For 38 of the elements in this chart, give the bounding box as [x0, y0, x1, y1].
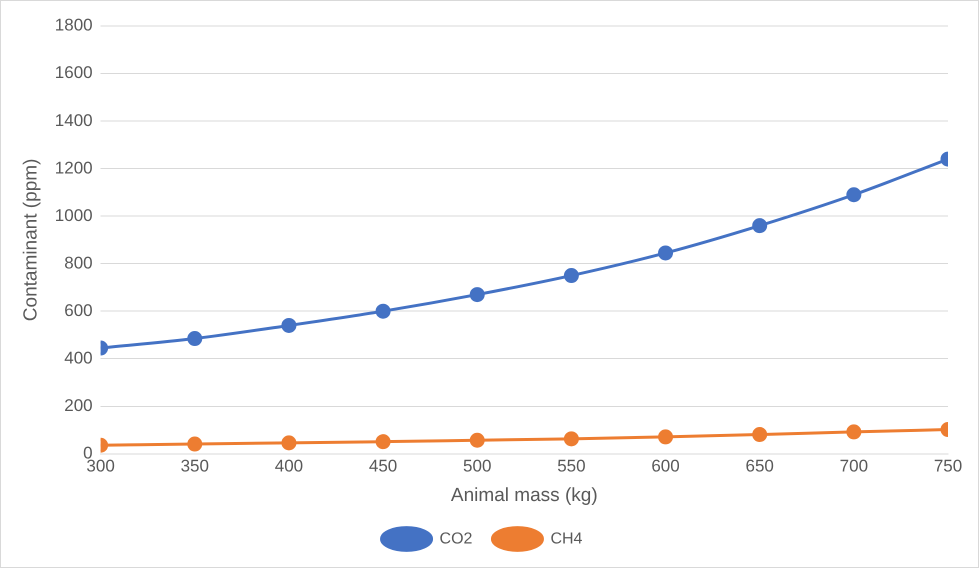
x-tick-label: 700 [840, 456, 868, 476]
x-tick-label: 600 [651, 456, 680, 476]
y-tick-label: 200 [64, 396, 93, 415]
x-tick-label: 400 [274, 456, 304, 476]
x-tick-label: 500 [463, 456, 492, 476]
point [752, 218, 768, 234]
x-tick-label: 450 [368, 456, 398, 476]
point [846, 424, 862, 440]
point [281, 435, 296, 450]
point [281, 318, 296, 333]
point [187, 331, 202, 346]
y-tick-label: 600 [64, 300, 93, 320]
legend-label: CH4 [550, 530, 583, 548]
y-tick-label: 1000 [54, 206, 93, 225]
x-axis-title: Animal mass (kg) [450, 484, 598, 506]
point [376, 434, 391, 450]
point [470, 432, 485, 448]
point [564, 268, 579, 284]
point [658, 429, 674, 444]
point [846, 187, 862, 202]
point [752, 427, 768, 442]
y-tick-label: 1200 [54, 158, 93, 178]
x-tick-label: 550 [557, 456, 586, 476]
x-tick-label: 750 [934, 456, 962, 476]
y-tick-label: 1600 [54, 63, 93, 82]
legend-label: CO2 [440, 530, 473, 548]
y-tick-label: 1800 [54, 16, 93, 35]
y-tick-label: 800 [64, 253, 93, 272]
point [564, 431, 579, 446]
point [470, 287, 485, 302]
x-tick-label: 650 [746, 456, 774, 476]
y-tick-label: 400 [64, 348, 93, 368]
x-tick-label: 350 [180, 456, 209, 476]
y-axis-title: Contaminant (ppm) [20, 158, 42, 322]
point [376, 304, 391, 319]
y-tick-label: 1400 [54, 110, 93, 130]
point [187, 436, 202, 452]
point [658, 245, 674, 260]
